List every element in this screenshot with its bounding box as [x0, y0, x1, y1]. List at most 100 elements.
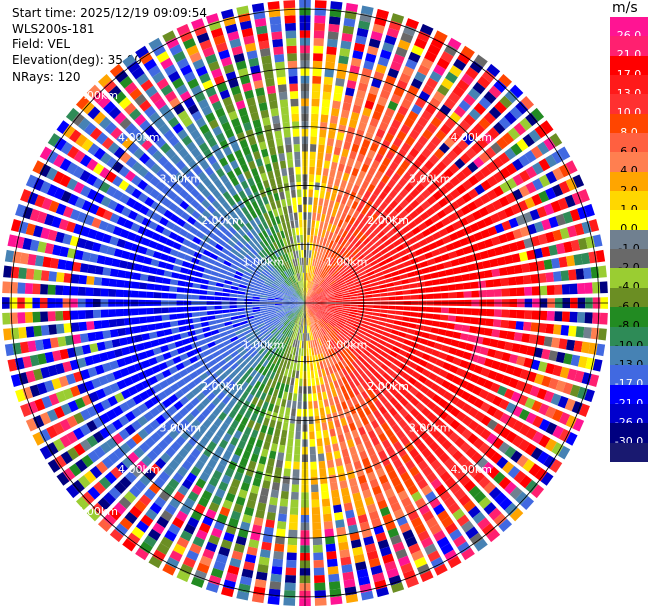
gate-cell — [310, 292, 317, 299]
gate-cell — [48, 393, 60, 406]
gate-cell — [17, 312, 26, 324]
gate-cell — [309, 242, 313, 251]
gate-cell — [152, 522, 165, 535]
gate-cell — [123, 317, 133, 326]
gate-cell — [292, 307, 299, 313]
gate-cell — [334, 177, 341, 187]
gate-cell — [334, 243, 341, 252]
gate-cell — [232, 403, 241, 413]
gate-cell — [377, 279, 386, 285]
gate-cell — [143, 535, 157, 548]
gate-cell — [369, 322, 378, 328]
gate-cell — [577, 312, 586, 324]
gate-cell — [266, 353, 273, 361]
gate-cell — [265, 465, 274, 475]
gate-cell — [252, 150, 261, 160]
gate-cell — [399, 397, 409, 407]
gate-cell — [287, 369, 293, 378]
gate-cell — [230, 336, 239, 343]
gate-cell — [216, 277, 225, 283]
gate-cell — [267, 139, 275, 149]
gate-cell — [256, 463, 265, 473]
gate-cell — [324, 230, 330, 239]
gate-cell — [430, 478, 443, 490]
gate-cell — [381, 439, 392, 449]
gate-cell — [402, 569, 417, 581]
gate-cell — [294, 282, 299, 290]
gate-cell — [52, 422, 65, 436]
gate-cell — [302, 310, 304, 319]
gate-cell — [557, 395, 569, 409]
gate-cell — [396, 465, 407, 476]
gate-cell — [565, 432, 578, 446]
gate-cell — [545, 231, 556, 243]
gate-cell — [412, 159, 423, 170]
gate-cell — [250, 326, 259, 332]
gate-cell — [480, 193, 491, 205]
gate-cell — [437, 84, 450, 97]
gate-cell — [377, 499, 388, 510]
gate-cell — [242, 274, 251, 280]
gate-cell — [286, 376, 291, 385]
gate-cell — [187, 104, 199, 115]
gate-cell — [512, 173, 524, 186]
gate-cell — [390, 270, 400, 277]
gate-cell — [486, 433, 498, 445]
gate-cell — [190, 188, 200, 198]
gate-cell — [265, 228, 272, 237]
gate-cell — [59, 434, 72, 448]
gate-cell — [275, 331, 282, 339]
gate-cell — [360, 5, 374, 16]
gate-cell — [101, 319, 110, 329]
gate-cell — [55, 311, 64, 321]
gate-cell — [236, 387, 245, 397]
gate-cell — [567, 368, 578, 381]
gate-cell — [256, 355, 264, 363]
gate-cell — [493, 171, 505, 183]
gate-cell — [257, 335, 265, 343]
gate-cell — [201, 209, 211, 219]
gate-cell — [405, 135, 416, 147]
gate-cell — [302, 325, 305, 334]
gate-cell — [99, 352, 109, 362]
gate-cell — [374, 443, 384, 453]
gate-cell — [286, 278, 292, 285]
gate-cell — [391, 253, 401, 260]
gate-cell — [147, 528, 161, 541]
gate-cell — [360, 590, 374, 601]
gate-cell — [203, 447, 213, 458]
gate-cell — [584, 203, 595, 218]
gate-cell — [314, 323, 320, 331]
gate-cell — [139, 99, 152, 112]
gate-cell — [317, 311, 325, 316]
gate-cell — [275, 340, 281, 349]
gate-cell — [347, 316, 356, 321]
gate-cell — [375, 8, 390, 20]
gate-cell — [266, 219, 273, 228]
gate-cell — [271, 115, 281, 125]
gate-cell — [326, 551, 337, 560]
gate-cell — [493, 309, 502, 318]
gate-cell — [220, 586, 235, 598]
gate-cell — [261, 541, 272, 551]
gate-cell — [314, 582, 326, 591]
gate-cell — [380, 309, 389, 314]
gate-cell — [323, 284, 330, 290]
gate-cell — [326, 275, 333, 282]
gate-cell — [210, 27, 224, 39]
gate-cell — [339, 268, 347, 276]
gate-cell — [281, 263, 287, 271]
gate-cell — [339, 330, 347, 338]
gate-cell — [332, 271, 340, 279]
colorbar-cell: 2.0 — [610, 171, 648, 196]
gate-cell — [486, 309, 495, 317]
gate-cell — [203, 331, 212, 338]
gate-cell — [548, 216, 559, 229]
gate-cell — [251, 396, 259, 406]
gate-cell — [425, 287, 434, 293]
gate-cell — [334, 419, 341, 429]
gate-cell — [348, 174, 357, 184]
gate-cell — [348, 331, 357, 337]
gate-cell — [390, 534, 402, 546]
gate-cell — [73, 412, 85, 425]
